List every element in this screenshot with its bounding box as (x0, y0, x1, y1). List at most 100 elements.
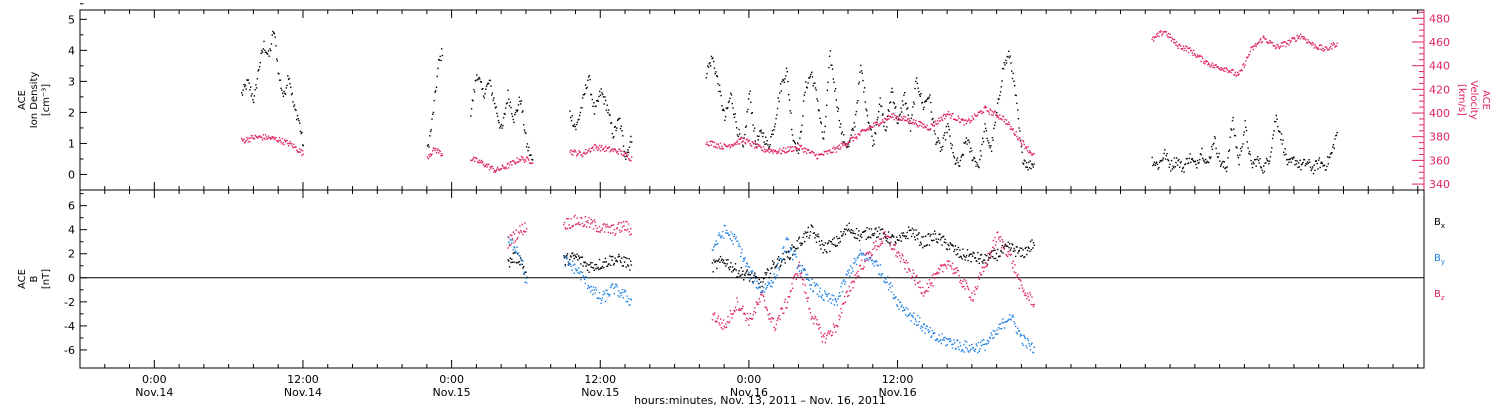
data-point (932, 285, 934, 287)
data-point (734, 238, 737, 240)
data-point (979, 348, 981, 350)
data-point (257, 70, 259, 72)
legend-subscript: x (1441, 222, 1445, 230)
data-point (441, 154, 444, 157)
data-point (525, 132, 527, 135)
data-point (1213, 142, 1215, 144)
data-point (725, 259, 728, 261)
data-point (744, 133, 746, 136)
data-point (925, 100, 927, 102)
data-point (519, 255, 521, 257)
data-point (727, 315, 729, 318)
data-point (1187, 162, 1190, 164)
data-point (244, 85, 246, 88)
data-point (1277, 130, 1280, 132)
data-point (803, 241, 806, 243)
data-point (1179, 162, 1182, 164)
data-point (1000, 249, 1002, 252)
data-point (857, 270, 859, 273)
data-point (925, 245, 928, 247)
data-point (980, 273, 983, 276)
data-point (920, 325, 922, 327)
data-point (1199, 153, 1202, 155)
data-point (1025, 162, 1028, 164)
data-point (961, 154, 963, 157)
data-point (602, 294, 604, 296)
data-point (777, 97, 779, 99)
data-point (865, 252, 867, 254)
data-point (713, 259, 715, 261)
data-point (621, 130, 623, 132)
data-point (594, 264, 596, 266)
left-axis-label-line: [cm⁻³] (41, 84, 52, 116)
data-point (840, 285, 842, 288)
data-point (1028, 150, 1031, 152)
data-point (501, 164, 503, 167)
data-point (612, 232, 614, 234)
data-point (850, 134, 852, 136)
data-point (1312, 166, 1314, 168)
data-point (245, 139, 247, 142)
data-point (742, 146, 745, 148)
data-point (256, 78, 258, 80)
data-point (262, 48, 264, 50)
data-point (820, 332, 822, 334)
data-point (994, 249, 996, 251)
data-point (1223, 161, 1225, 163)
data-point (437, 148, 439, 150)
data-point (605, 99, 607, 102)
data-point (847, 270, 849, 272)
data-point (566, 227, 569, 230)
data-point (1005, 253, 1007, 256)
data-point (902, 104, 904, 106)
data-point (960, 156, 962, 158)
data-point (997, 248, 999, 251)
data-point (526, 143, 529, 145)
data-point (620, 294, 622, 297)
data-point (826, 89, 829, 91)
data-point (618, 117, 620, 120)
data-point (1008, 246, 1010, 249)
data-point (926, 283, 928, 285)
data-point (784, 262, 786, 264)
data-point (747, 141, 749, 143)
data-point (792, 259, 794, 261)
data-point (818, 290, 821, 293)
data-point (1032, 352, 1035, 354)
data-point (855, 237, 857, 239)
data-point (719, 255, 722, 258)
data-point (267, 137, 269, 140)
data-point (1025, 344, 1027, 347)
data-point (902, 306, 905, 309)
data-point (436, 149, 438, 152)
y-tick-label: 2 (68, 248, 75, 261)
data-point (896, 119, 898, 121)
data-point (933, 125, 936, 127)
data-point (1163, 152, 1165, 155)
data-point (477, 78, 479, 80)
data-point (899, 301, 901, 304)
data-point (982, 141, 985, 143)
data-point (1014, 323, 1016, 325)
data-point (596, 149, 599, 151)
data-point (618, 148, 620, 150)
data-point (965, 341, 968, 343)
data-point (1230, 128, 1232, 130)
data-point (1025, 147, 1028, 149)
data-point (907, 107, 909, 109)
data-point (819, 326, 821, 329)
data-point (838, 295, 840, 297)
data-point (1283, 154, 1286, 156)
data-point (732, 270, 734, 272)
data-point (904, 308, 906, 311)
data-point (750, 144, 752, 147)
data-point (1021, 342, 1024, 345)
data-point (595, 263, 598, 266)
data-point (787, 146, 789, 148)
data-point (301, 154, 303, 157)
data-point (574, 263, 576, 265)
data-point (873, 143, 875, 145)
data-point (584, 149, 587, 151)
data-point (1324, 169, 1327, 171)
data-point (942, 137, 944, 139)
